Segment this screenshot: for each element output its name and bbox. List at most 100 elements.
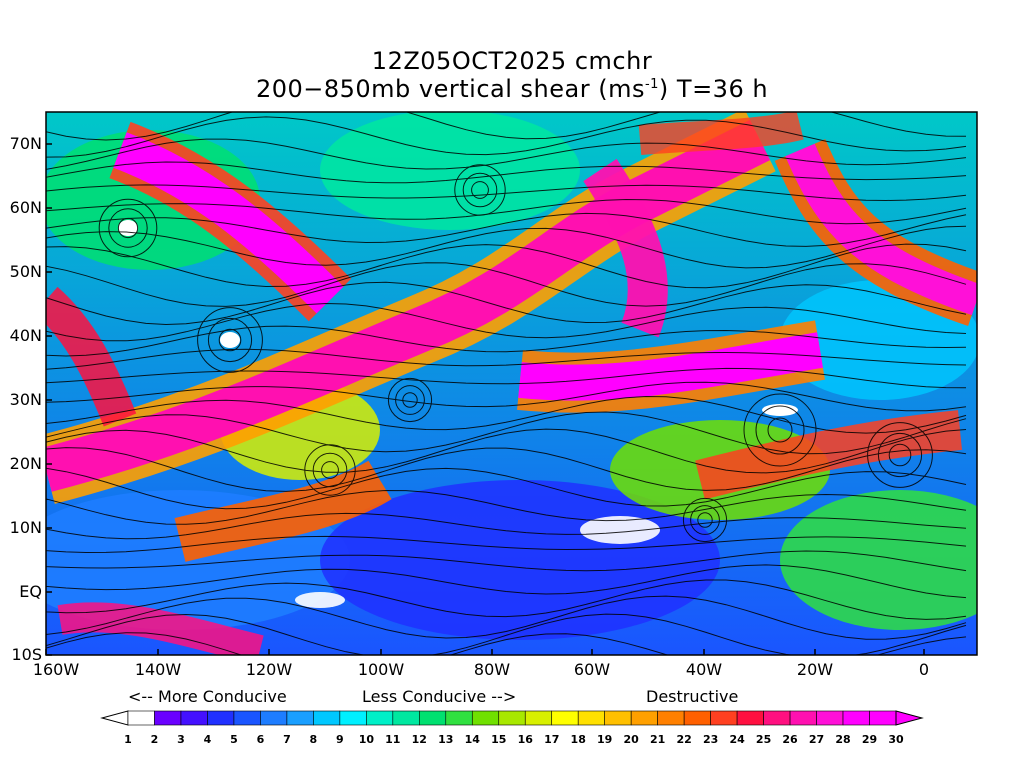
legend-less-conducive: Less Conducive --> <box>362 687 517 706</box>
lat-label: 20N <box>9 454 42 473</box>
streamline <box>46 550 967 572</box>
colorbar-label: 2 <box>150 733 159 746</box>
lon-label: 0 <box>918 660 930 679</box>
colorbar-segment <box>736 710 764 726</box>
colorbar-segment <box>683 710 711 726</box>
vortex-streamline <box>877 432 923 478</box>
colorbar-segment <box>180 710 208 726</box>
colorbar-label: 19 <box>597 733 613 746</box>
vortex-streamline <box>108 208 148 248</box>
streamline <box>46 262 967 307</box>
vortex-streamline <box>207 317 253 363</box>
vortex-streamline <box>218 328 242 352</box>
streamline <box>46 367 967 389</box>
colorbar-label: 26 <box>782 733 798 746</box>
streamline <box>46 512 967 540</box>
colorbar-max-arrow <box>895 710 924 726</box>
colorbar-segment <box>233 710 261 726</box>
colorbar-label: 28 <box>835 733 851 746</box>
colorbar-label: 5 <box>230 733 238 746</box>
streamline <box>46 138 967 170</box>
streamline <box>46 116 967 158</box>
lat-label: 60N <box>9 198 42 217</box>
streamline <box>46 595 967 640</box>
lat-label: 40N <box>9 326 42 345</box>
lon-label: 140W <box>134 660 182 679</box>
chart-subtitle: 200−850mb vertical shear (ms-1) T=36 h <box>255 75 769 103</box>
vortex-streamline <box>767 417 793 443</box>
vortex-streamline <box>867 422 933 488</box>
colorbar-label: 7 <box>283 733 291 746</box>
colorbar-label: 4 <box>203 733 212 746</box>
colorbar-label: 14 <box>464 733 480 746</box>
streamline <box>46 632 967 655</box>
colorbar-label: 21 <box>649 733 666 746</box>
colorbar-label: 15 <box>491 733 507 746</box>
colorbar-segment <box>710 710 738 726</box>
streamline <box>46 613 967 655</box>
chart-title: 12Z05OCT2025 cmchr <box>371 47 653 75</box>
colorbar-segment <box>471 710 500 726</box>
lon-label: 40W <box>685 660 723 679</box>
vortex-streamline <box>387 377 433 423</box>
streamline <box>46 198 967 225</box>
colorbar <box>100 710 924 726</box>
lat-label: 70N <box>9 134 42 153</box>
colorbar-segment <box>604 710 632 726</box>
map-field <box>46 112 977 655</box>
colorbar-segment <box>657 710 685 726</box>
colorbar-label: 10 <box>358 733 374 746</box>
colorbar-label: 24 <box>729 733 745 746</box>
streamline <box>46 225 967 269</box>
legend-more-conducive: <-- More Conducive <box>128 687 287 706</box>
vortex-streamline <box>98 198 158 258</box>
streamline <box>46 348 967 370</box>
colorbar-segment <box>816 710 844 726</box>
streamline <box>46 243 967 289</box>
vortex-streamline <box>454 164 506 216</box>
colorbar-label: 23 <box>702 733 719 746</box>
colorbar-label: 22 <box>676 733 692 746</box>
streamline <box>46 112 967 141</box>
colorbar-segment <box>392 710 420 726</box>
vortex-streamline <box>395 385 425 415</box>
colorbar-label: 8 <box>309 733 318 746</box>
colorbar-segment <box>339 710 367 726</box>
colorbar-min-arrow <box>100 710 129 726</box>
colorbar-segment <box>286 710 314 726</box>
vortex-streamline <box>690 505 720 535</box>
colorbar-segment <box>366 710 394 726</box>
colorbar-segment <box>869 710 897 726</box>
streamline <box>46 564 967 599</box>
lon-label: 60W <box>573 660 611 679</box>
lat-label: 10N <box>9 518 42 537</box>
vortex-streamline <box>682 497 728 543</box>
colorbar-label: 6 <box>256 733 265 746</box>
colorbar-segment <box>313 710 341 726</box>
vortex-streamline <box>304 444 356 496</box>
colorbar-label: 20 <box>623 733 639 746</box>
streamline <box>46 447 967 492</box>
vortex-streamline <box>402 392 418 408</box>
vortex-streamline <box>471 181 489 199</box>
lon-label: 20W <box>796 660 834 679</box>
colorbar-segment <box>260 710 288 726</box>
colorbar-segment <box>127 710 155 726</box>
vortex-streamline <box>197 307 263 373</box>
lat-label: 10S <box>11 645 42 664</box>
vortex-streamline <box>697 512 713 528</box>
colorbar-label: 29 <box>861 733 878 746</box>
colorbar-segment <box>630 710 658 726</box>
colorbar-label: 11 <box>385 733 401 746</box>
lat-label: 50N <box>9 262 42 281</box>
vortex-streamline <box>312 452 348 488</box>
colorbar-label: 16 <box>517 733 533 746</box>
streamline <box>46 535 967 554</box>
colorbar-segment <box>524 710 553 726</box>
lon-label: 120W <box>245 660 293 679</box>
streamline <box>46 489 967 525</box>
vortex-streamline <box>743 393 817 467</box>
colorbar-label: 13 <box>438 733 454 746</box>
colorbar-label: 1 <box>124 733 132 746</box>
